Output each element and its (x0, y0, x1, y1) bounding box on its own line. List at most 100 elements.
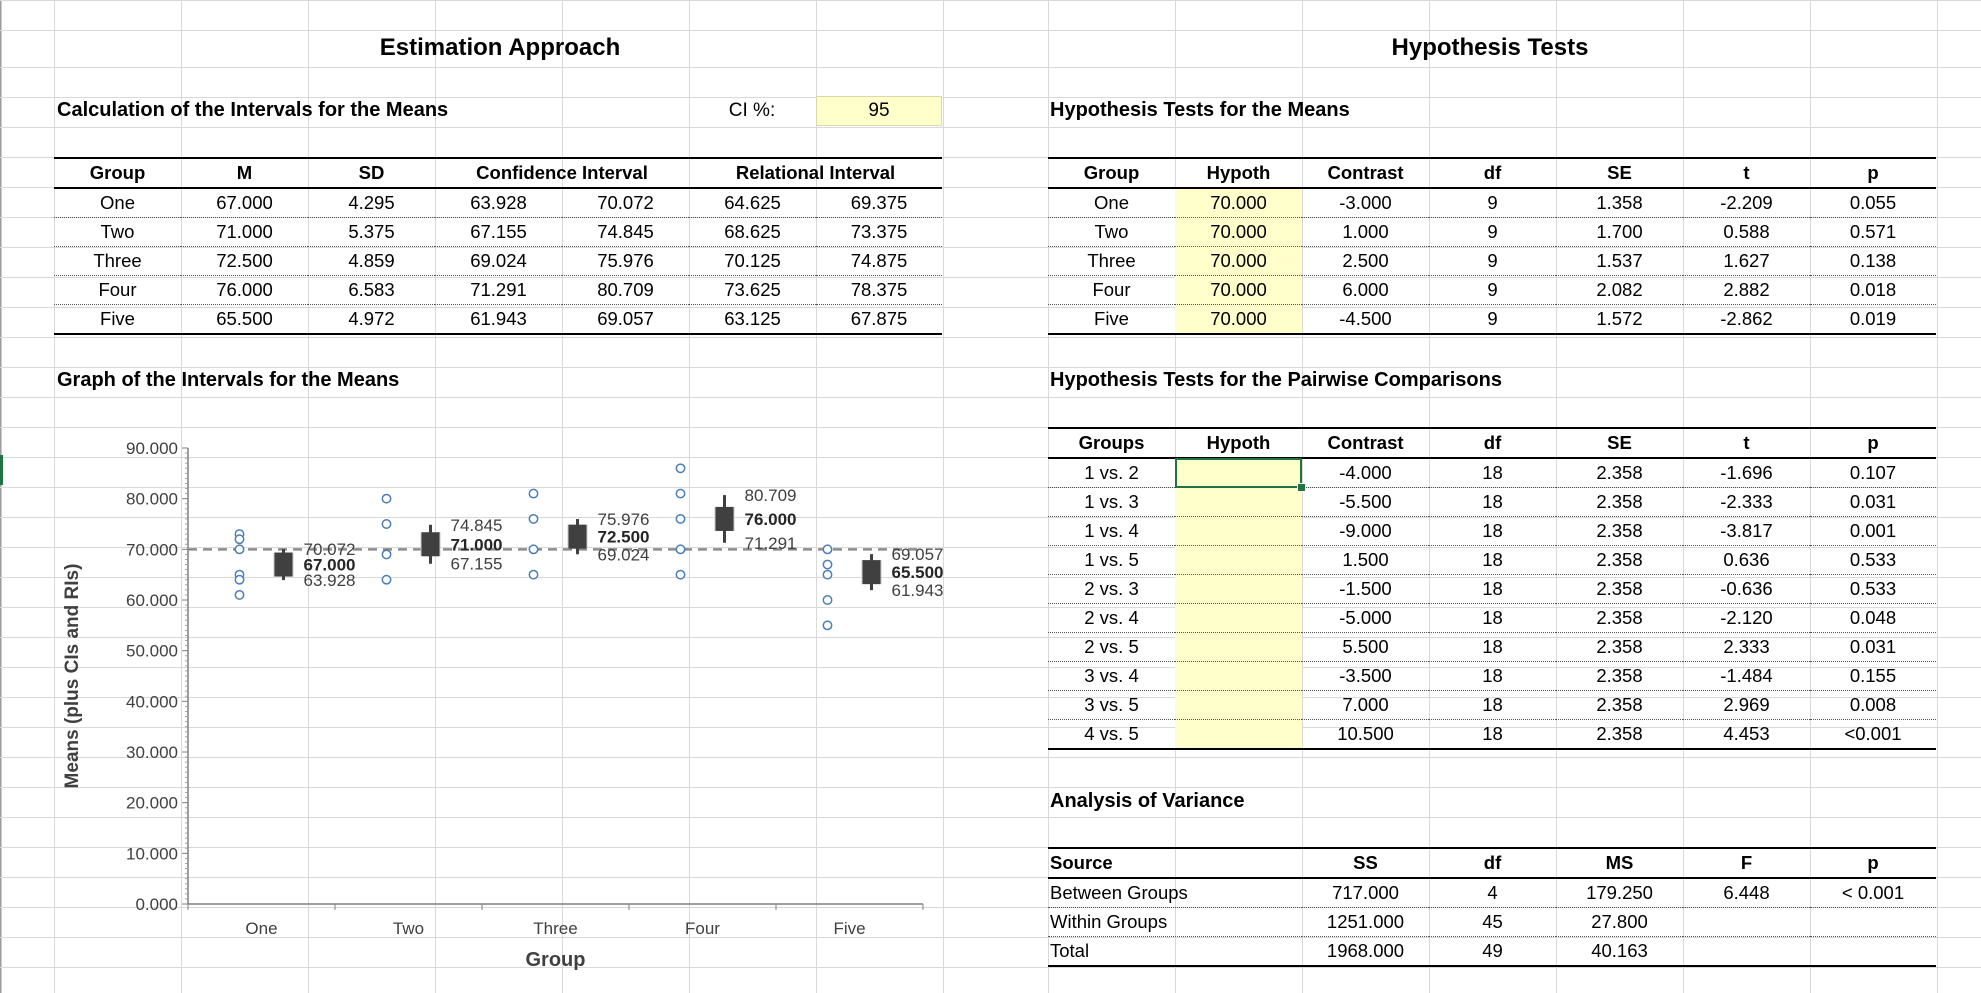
cell-ci_lo[interactable]: 61.943 (435, 304, 562, 335)
cell-sd[interactable]: 5.375 (308, 217, 435, 247)
cell-ri_hi[interactable]: 78.375 (816, 275, 943, 305)
cell-t[interactable]: -2.120 (1683, 603, 1810, 633)
cell-df[interactable]: 9 (1429, 246, 1556, 276)
cell-df[interactable]: 18 (1429, 719, 1556, 750)
cell-df[interactable]: 45 (1429, 907, 1556, 937)
cell-ci_lo[interactable]: 63.928 (435, 188, 562, 218)
cell-hypoth[interactable] (1175, 574, 1302, 604)
cell-t[interactable]: 1.627 (1683, 246, 1810, 276)
cell-hypoth[interactable] (1175, 603, 1302, 633)
cell-df[interactable]: 9 (1429, 217, 1556, 247)
cell-group[interactable]: One (1048, 188, 1175, 218)
cell-ci_hi[interactable]: 75.976 (562, 246, 689, 276)
cell-se[interactable]: 2.358 (1556, 458, 1683, 488)
cell-se[interactable]: 2.358 (1556, 719, 1683, 750)
cell-p[interactable]: 0.571 (1810, 217, 1936, 247)
cell-df[interactable]: 18 (1429, 690, 1556, 720)
cell-p[interactable]: 0.138 (1810, 246, 1936, 276)
cell-se[interactable]: 2.358 (1556, 516, 1683, 546)
cell-ri_hi[interactable]: 69.375 (816, 188, 943, 218)
cell-df[interactable]: 18 (1429, 545, 1556, 575)
cell-t[interactable]: 2.333 (1683, 632, 1810, 662)
cell-hypoth[interactable]: 70.000 (1175, 188, 1302, 218)
cell-p[interactable]: 0.155 (1810, 661, 1936, 691)
cell-t[interactable]: 4.453 (1683, 719, 1810, 750)
cell-t[interactable]: 2.882 (1683, 275, 1810, 305)
fill-handle[interactable] (1297, 482, 1306, 492)
cell-p[interactable]: < 0.001 (1810, 878, 1936, 908)
cell-groups[interactable]: 2 vs. 3 (1048, 574, 1175, 604)
cell-se[interactable]: 2.358 (1556, 545, 1683, 575)
cell-groups[interactable]: 2 vs. 4 (1048, 603, 1175, 633)
cell-ci_hi[interactable]: 69.057 (562, 304, 689, 335)
cell-groups[interactable]: 1 vs. 4 (1048, 516, 1175, 546)
cell-ms[interactable]: 179.250 (1556, 878, 1683, 908)
cell-df[interactable]: 9 (1429, 275, 1556, 305)
cell-groups[interactable]: 4 vs. 5 (1048, 719, 1175, 750)
cell-sd[interactable]: 4.859 (308, 246, 435, 276)
cell-hypoth[interactable] (1175, 545, 1302, 575)
cell-ri_hi[interactable]: 67.875 (816, 304, 943, 335)
cell-ri_lo[interactable]: 73.625 (689, 275, 816, 305)
cell-group[interactable]: Three (54, 246, 181, 276)
cell-group[interactable]: Four (1048, 275, 1175, 305)
cell-f[interactable] (1683, 936, 1810, 967)
cell-groups[interactable]: 2 vs. 5 (1048, 632, 1175, 662)
cell-ci_lo[interactable]: 71.291 (435, 275, 562, 305)
cell-ci_hi[interactable]: 74.845 (562, 217, 689, 247)
cell-ri_hi[interactable]: 74.875 (816, 246, 943, 276)
cell-p[interactable]: 0.018 (1810, 275, 1936, 305)
cell-p[interactable]: 0.008 (1810, 690, 1936, 720)
cell-df[interactable]: 18 (1429, 661, 1556, 691)
cell-ri_lo[interactable]: 63.125 (689, 304, 816, 335)
cell-group[interactable]: Two (1048, 217, 1175, 247)
cell-hypoth[interactable]: 70.000 (1175, 246, 1302, 276)
cell-groups[interactable]: 3 vs. 5 (1048, 690, 1175, 720)
cell-group[interactable]: Five (54, 304, 181, 335)
cell-ss[interactable]: 717.000 (1302, 878, 1429, 908)
cell-group[interactable]: Two (54, 217, 181, 247)
cell-group[interactable]: Three (1048, 246, 1175, 276)
cell-df[interactable]: 4 (1429, 878, 1556, 908)
cell-t[interactable]: -1.696 (1683, 458, 1810, 488)
cell-sd[interactable]: 6.583 (308, 275, 435, 305)
cell-contrast[interactable]: -5.000 (1302, 603, 1429, 633)
cell-ms[interactable]: 40.163 (1556, 936, 1683, 967)
cell-t[interactable]: 0.588 (1683, 217, 1810, 247)
cell-se[interactable]: 1.358 (1556, 188, 1683, 218)
cell-contrast[interactable]: 2.500 (1302, 246, 1429, 276)
cell-t[interactable]: -2.209 (1683, 188, 1810, 218)
cell-ci_lo[interactable]: 69.024 (435, 246, 562, 276)
cell-group[interactable]: One (54, 188, 181, 218)
cell-sd[interactable]: 4.295 (308, 188, 435, 218)
cell-df[interactable]: 9 (1429, 304, 1556, 335)
intervals-chart[interactable]: 0.000 10.000 20.000 30.000 40.000 50.000 60.00… (50, 420, 950, 980)
cell-sd[interactable]: 4.972 (308, 304, 435, 335)
cell-hypoth[interactable] (1175, 661, 1302, 691)
cell-df[interactable]: 9 (1429, 188, 1556, 218)
cell-contrast[interactable]: -1.500 (1302, 574, 1429, 604)
cell-groups[interactable]: 1 vs. 3 (1048, 487, 1175, 517)
cell-df[interactable]: 18 (1429, 516, 1556, 546)
cell-contrast[interactable]: -4.500 (1302, 304, 1429, 335)
cell-ri_hi[interactable]: 73.375 (816, 217, 943, 247)
cell-p[interactable]: 0.001 (1810, 516, 1936, 546)
ci-percent-input[interactable]: 95 (816, 96, 942, 126)
cell-t[interactable]: 2.969 (1683, 690, 1810, 720)
cell-se[interactable]: 2.358 (1556, 632, 1683, 662)
cell-contrast[interactable]: -3.000 (1302, 188, 1429, 218)
cell-ri_lo[interactable]: 64.625 (689, 188, 816, 218)
cell-contrast[interactable]: 1.500 (1302, 545, 1429, 575)
cell-contrast[interactable]: -3.500 (1302, 661, 1429, 691)
cell-df[interactable]: 18 (1429, 574, 1556, 604)
cell-t[interactable]: -2.862 (1683, 304, 1810, 335)
cell-ci_hi[interactable]: 70.072 (562, 188, 689, 218)
cell-se[interactable]: 2.358 (1556, 574, 1683, 604)
cell-se[interactable]: 1.537 (1556, 246, 1683, 276)
cell-t[interactable]: -3.817 (1683, 516, 1810, 546)
cell-p[interactable]: 0.031 (1810, 487, 1936, 517)
cell-p[interactable] (1810, 907, 1936, 937)
cell-se[interactable]: 2.358 (1556, 487, 1683, 517)
cell-se[interactable]: 2.358 (1556, 603, 1683, 633)
cell-f[interactable]: 6.448 (1683, 878, 1810, 908)
